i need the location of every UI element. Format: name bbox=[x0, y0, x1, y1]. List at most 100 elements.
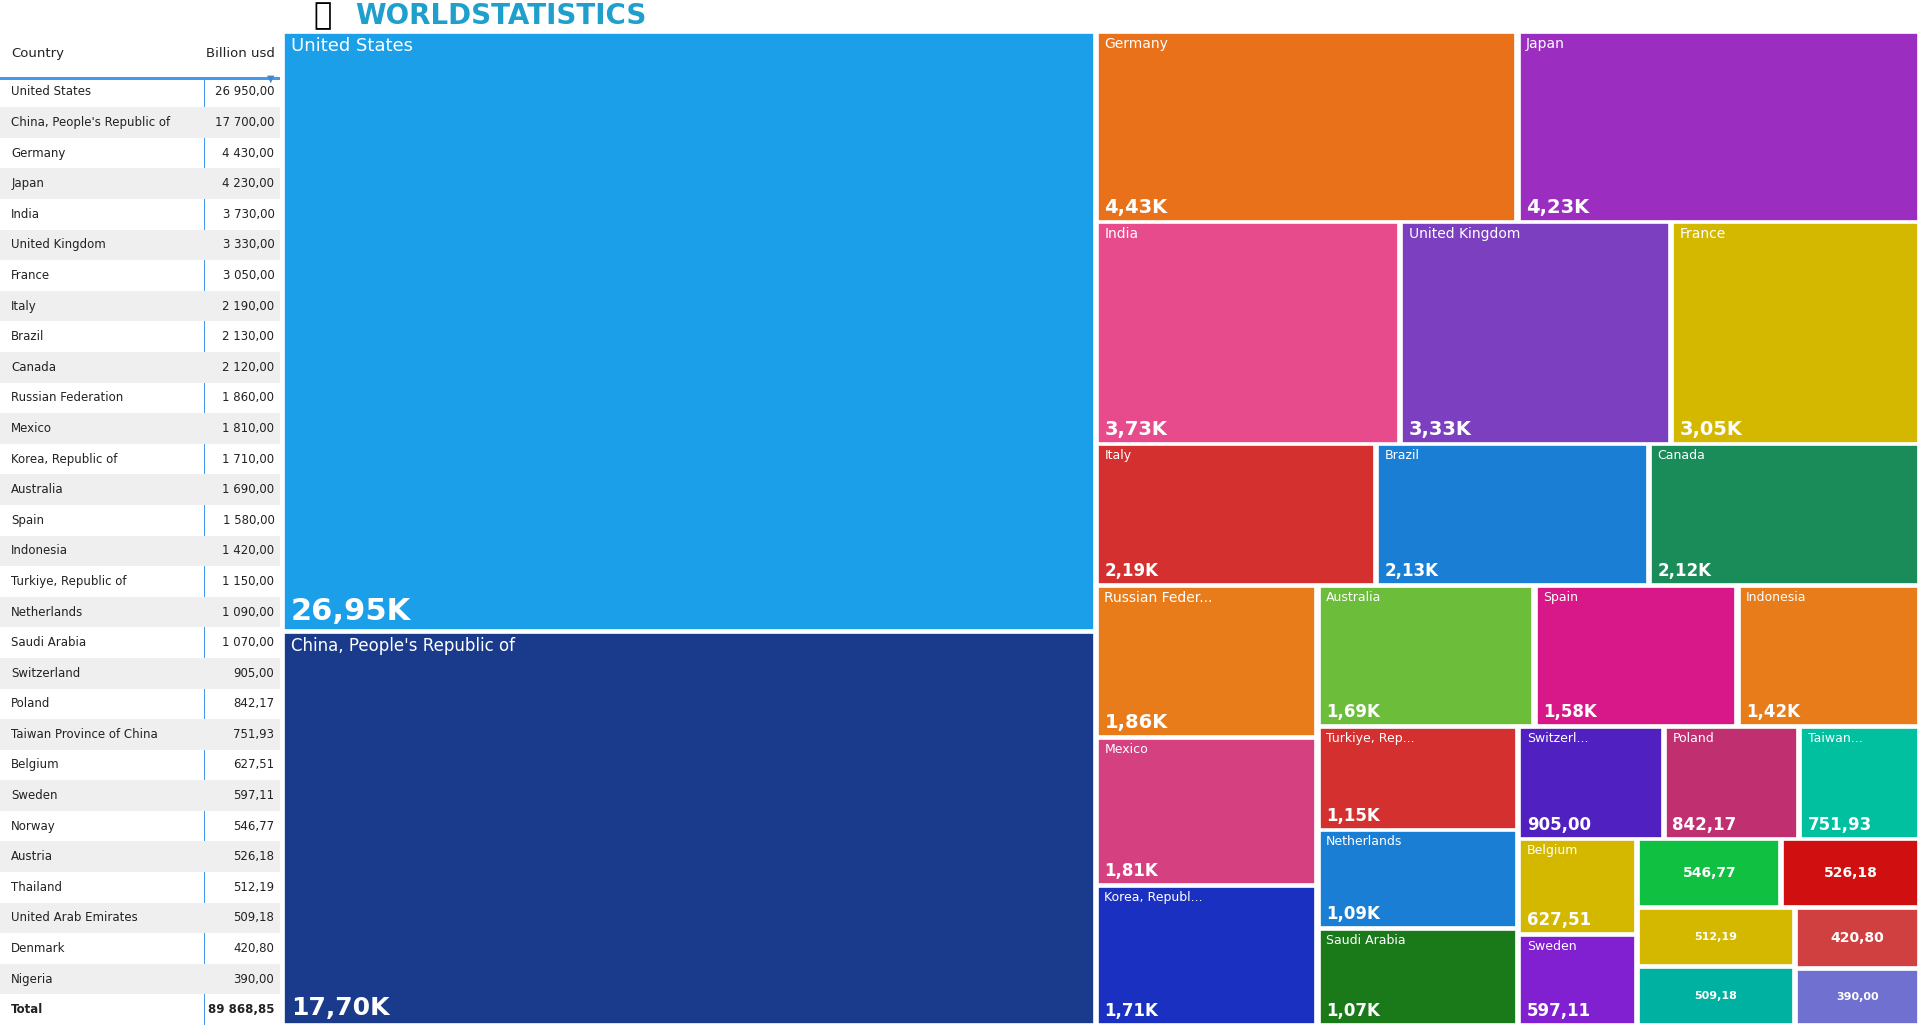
Text: Mexico: Mexico bbox=[12, 422, 52, 435]
FancyBboxPatch shape bbox=[0, 108, 280, 138]
Text: Netherlands: Netherlands bbox=[1327, 835, 1402, 849]
Text: 526,18: 526,18 bbox=[1824, 866, 1878, 880]
FancyBboxPatch shape bbox=[0, 597, 280, 627]
Text: Mexico: Mexico bbox=[1104, 743, 1148, 755]
Text: Korea, Republ...: Korea, Republ... bbox=[1104, 891, 1204, 904]
Text: 1 090,00: 1 090,00 bbox=[223, 606, 275, 618]
Text: 3,33K: 3,33K bbox=[1409, 420, 1471, 439]
Text: Japan: Japan bbox=[1526, 37, 1565, 51]
Text: Germany: Germany bbox=[12, 147, 65, 160]
Text: Saudi Arabia: Saudi Arabia bbox=[1327, 934, 1405, 947]
Text: 420,80: 420,80 bbox=[1830, 931, 1884, 945]
Text: 1,15K: 1,15K bbox=[1327, 807, 1380, 825]
FancyBboxPatch shape bbox=[1536, 587, 1736, 725]
FancyBboxPatch shape bbox=[1319, 831, 1517, 928]
Text: 1,71K: 1,71K bbox=[1104, 1001, 1158, 1020]
Text: Switzerl...: Switzerl... bbox=[1526, 732, 1588, 745]
Text: 512,19: 512,19 bbox=[232, 880, 275, 894]
FancyBboxPatch shape bbox=[0, 77, 280, 80]
FancyBboxPatch shape bbox=[1640, 968, 1793, 1024]
Text: Russian Feder...: Russian Feder... bbox=[1104, 590, 1213, 605]
Text: 751,93: 751,93 bbox=[1809, 816, 1872, 833]
Text: Norway: Norway bbox=[12, 820, 56, 832]
Text: 526,18: 526,18 bbox=[234, 851, 275, 863]
Text: 1,58K: 1,58K bbox=[1544, 703, 1597, 722]
FancyBboxPatch shape bbox=[1319, 728, 1517, 829]
FancyBboxPatch shape bbox=[1674, 223, 1918, 443]
FancyBboxPatch shape bbox=[1379, 446, 1647, 584]
Text: United States: United States bbox=[290, 37, 413, 55]
Text: 1 690,00: 1 690,00 bbox=[223, 483, 275, 496]
Text: 1,09K: 1,09K bbox=[1327, 905, 1380, 924]
Text: Korea, Republic of: Korea, Republic of bbox=[12, 453, 117, 465]
Text: Sweden: Sweden bbox=[12, 789, 58, 803]
FancyBboxPatch shape bbox=[0, 475, 280, 505]
Text: United Kingdom: United Kingdom bbox=[12, 239, 106, 251]
Text: 546,77: 546,77 bbox=[232, 820, 275, 832]
Text: 🌍: 🌍 bbox=[313, 1, 332, 31]
Text: Turkiye, Rep...: Turkiye, Rep... bbox=[1327, 732, 1415, 745]
FancyBboxPatch shape bbox=[1784, 840, 1918, 906]
Text: 905,00: 905,00 bbox=[1526, 816, 1592, 833]
Text: France: France bbox=[12, 269, 50, 282]
Text: 4,23K: 4,23K bbox=[1526, 198, 1590, 217]
FancyBboxPatch shape bbox=[1098, 223, 1398, 443]
Text: 2 190,00: 2 190,00 bbox=[223, 299, 275, 313]
Text: Italy: Italy bbox=[12, 299, 36, 313]
Text: 390,00: 390,00 bbox=[1836, 992, 1880, 1001]
Text: Australia: Australia bbox=[1327, 590, 1382, 604]
Text: Poland: Poland bbox=[1672, 732, 1715, 745]
FancyBboxPatch shape bbox=[1519, 33, 1918, 220]
Text: 26,95K: 26,95K bbox=[290, 598, 411, 626]
Text: 1,86K: 1,86K bbox=[1104, 713, 1167, 732]
Text: 1 810,00: 1 810,00 bbox=[223, 422, 275, 435]
FancyBboxPatch shape bbox=[1740, 587, 1918, 725]
Text: 4 430,00: 4 430,00 bbox=[223, 147, 275, 160]
Text: Italy: Italy bbox=[1104, 449, 1131, 462]
Text: Austria: Austria bbox=[12, 851, 54, 863]
Text: China, People's Republic of: China, People's Republic of bbox=[12, 116, 171, 129]
Text: Spain: Spain bbox=[1544, 590, 1578, 604]
Text: United States: United States bbox=[12, 85, 92, 98]
FancyBboxPatch shape bbox=[1319, 930, 1517, 1024]
Text: WORLDSTATISTICS: WORLDSTATISTICS bbox=[355, 2, 647, 30]
FancyBboxPatch shape bbox=[0, 230, 280, 260]
Text: Total: Total bbox=[12, 1003, 44, 1016]
Text: 546,77: 546,77 bbox=[1682, 866, 1736, 880]
FancyBboxPatch shape bbox=[0, 413, 280, 444]
Text: 420,80: 420,80 bbox=[234, 942, 275, 955]
FancyBboxPatch shape bbox=[1098, 33, 1515, 220]
FancyBboxPatch shape bbox=[0, 352, 280, 382]
Text: 1 860,00: 1 860,00 bbox=[223, 392, 275, 405]
Text: 905,00: 905,00 bbox=[234, 666, 275, 680]
Text: 509,18: 509,18 bbox=[234, 911, 275, 925]
FancyBboxPatch shape bbox=[0, 964, 280, 994]
FancyBboxPatch shape bbox=[0, 291, 280, 322]
FancyBboxPatch shape bbox=[1640, 909, 1793, 966]
Text: Saudi Arabia: Saudi Arabia bbox=[12, 637, 86, 649]
Text: Netherlands: Netherlands bbox=[12, 606, 83, 618]
Text: 842,17: 842,17 bbox=[1672, 816, 1736, 833]
Text: 509,18: 509,18 bbox=[1695, 991, 1738, 1000]
FancyBboxPatch shape bbox=[1797, 909, 1918, 968]
Text: 17,70K: 17,70K bbox=[290, 995, 390, 1020]
Text: 3 050,00: 3 050,00 bbox=[223, 269, 275, 282]
Text: 842,17: 842,17 bbox=[232, 697, 275, 710]
Text: France: France bbox=[1680, 228, 1726, 242]
Text: Nigeria: Nigeria bbox=[12, 973, 54, 986]
Text: Country: Country bbox=[12, 47, 63, 59]
FancyBboxPatch shape bbox=[1801, 728, 1918, 837]
Text: 1 420,00: 1 420,00 bbox=[223, 544, 275, 558]
FancyBboxPatch shape bbox=[0, 720, 280, 749]
FancyBboxPatch shape bbox=[0, 658, 280, 689]
Text: Canada: Canada bbox=[12, 361, 56, 374]
Text: 1 070,00: 1 070,00 bbox=[223, 637, 275, 649]
Text: 2 130,00: 2 130,00 bbox=[223, 330, 275, 343]
Text: Thailand: Thailand bbox=[12, 880, 61, 894]
Text: 3,05K: 3,05K bbox=[1680, 420, 1743, 439]
FancyBboxPatch shape bbox=[1521, 936, 1636, 1024]
Text: Sweden: Sweden bbox=[1526, 940, 1576, 952]
Text: Russian Federation: Russian Federation bbox=[12, 392, 123, 405]
Text: Turkiye, Republic of: Turkiye, Republic of bbox=[12, 575, 127, 588]
Text: 1,81K: 1,81K bbox=[1104, 862, 1158, 880]
